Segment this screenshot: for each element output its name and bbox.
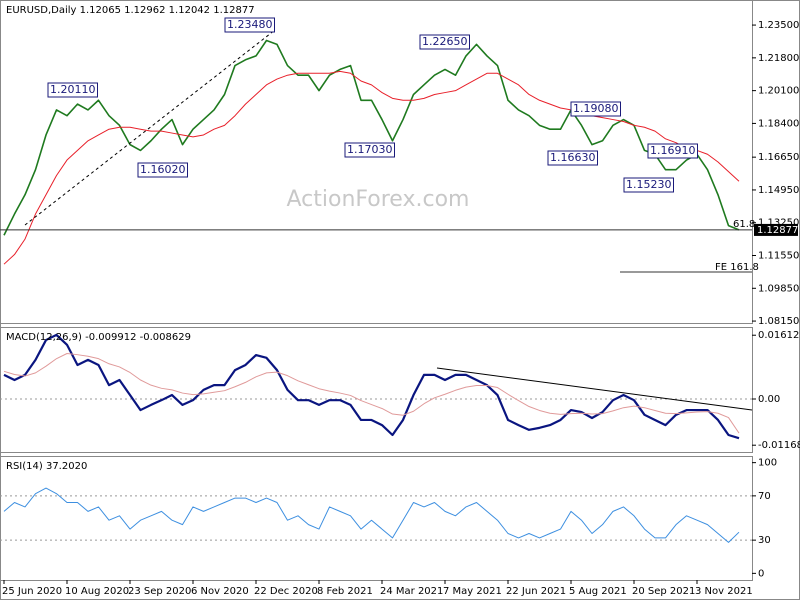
panel-title: EURUSD,Daily 1.12065 1.12962 1.12042 1.1… xyxy=(6,5,255,16)
y-tick-label: 1.23500 xyxy=(758,20,799,31)
series-line xyxy=(3,353,740,434)
annotation-box xyxy=(647,143,698,159)
annotation-box xyxy=(47,82,98,98)
x-tick-label: 23 Sep 2020 xyxy=(128,586,191,597)
y-tick-label: 1.14950 xyxy=(758,185,799,196)
panel xyxy=(0,0,753,324)
y-tick-label: 0.016122 xyxy=(758,330,800,341)
level-label: FE 161.8 xyxy=(715,262,759,273)
x-tick-label: 22 Jun 2021 xyxy=(506,586,566,597)
y-tick-label: 0.00 xyxy=(758,394,780,405)
annotation-box xyxy=(137,162,188,178)
annotation-box xyxy=(623,177,674,193)
y-tick-label: 1.18400 xyxy=(758,118,799,129)
series-line xyxy=(3,39,740,236)
panel xyxy=(0,456,753,581)
panel-title: RSI(14) 37.2020 xyxy=(6,461,87,472)
x-tick-label: 10 Aug 2020 xyxy=(65,586,129,597)
annotation-box xyxy=(419,34,470,50)
y-tick-label: 1.13250 xyxy=(758,218,799,229)
x-tick-label: 22 Dec 2020 xyxy=(254,586,318,597)
series-line xyxy=(3,487,740,543)
x-tick-label: 6 Nov 2020 xyxy=(191,586,249,597)
y-tick-label: 1.08150 xyxy=(758,316,799,327)
y-tick-label: 100 xyxy=(758,458,777,469)
y-tick-label: 1.11550 xyxy=(758,251,799,262)
x-tick-label: 25 Jun 2020 xyxy=(2,586,62,597)
current-price-label: 1.12877 xyxy=(757,225,798,236)
panel-title: MACD(12,26,9) -0.009912 -0.008629 xyxy=(6,332,191,343)
y-tick-label: 70 xyxy=(758,491,771,502)
annotation: 1.16630 xyxy=(550,151,596,164)
annotation: 1.15230 xyxy=(626,178,672,191)
x-tick-label: 7 May 2021 xyxy=(443,586,502,597)
annotation-box xyxy=(344,142,395,158)
x-tick-label: 3 Nov 2021 xyxy=(695,586,753,597)
watermark: ActionForex.com xyxy=(287,187,470,212)
x-tick-label: 24 Mar 2021 xyxy=(380,586,443,597)
annotation: 1.23480 xyxy=(227,18,273,31)
y-tick-label: -0.011681 xyxy=(758,440,800,451)
panel xyxy=(0,327,753,453)
y-tick-label: 30 xyxy=(758,535,771,546)
series-line xyxy=(3,70,740,265)
current-price-box xyxy=(754,223,798,236)
annotation: 1.16910 xyxy=(650,144,696,157)
macd-trend-line xyxy=(436,367,753,411)
annotation: 1.20110 xyxy=(50,83,96,96)
y-tick-label: 1.21800 xyxy=(758,53,799,64)
annotation: 1.16020 xyxy=(140,163,186,176)
x-tick-label: 8 Feb 2021 xyxy=(317,586,373,597)
trend-line xyxy=(24,29,276,226)
series-line xyxy=(3,333,740,440)
y-tick-label: 1.20100 xyxy=(758,86,799,97)
annotation: 1.22650 xyxy=(422,35,468,48)
x-tick-label: 5 Aug 2021 xyxy=(569,586,627,597)
annotation-box xyxy=(547,150,598,166)
y-tick-label: 1.09850 xyxy=(758,283,799,294)
annotation: 1.17030 xyxy=(347,143,393,156)
x-tick-label: 20 Sep 2021 xyxy=(632,586,695,597)
annotation: 1.19080 xyxy=(573,102,619,115)
level-label: 61.8 xyxy=(733,219,755,230)
y-tick-label: 1.16650 xyxy=(758,152,799,163)
y-tick-label: 0 xyxy=(758,568,764,579)
annotation-box xyxy=(570,101,621,117)
annotation-box xyxy=(224,17,275,33)
